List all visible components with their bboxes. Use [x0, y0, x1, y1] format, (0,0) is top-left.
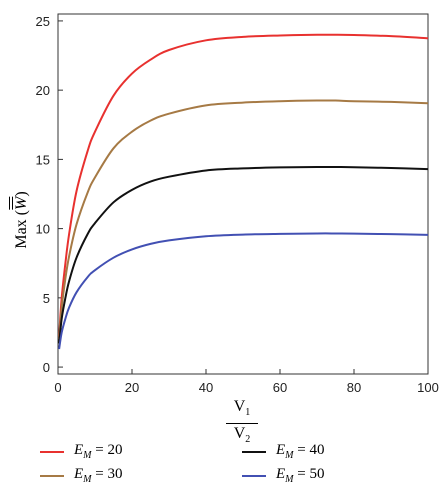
x-axis-label: V1 V2	[222, 398, 262, 449]
y-tick-label: 20	[36, 83, 50, 98]
series-line-em-40	[58, 165, 429, 344]
x-tick-label: 40	[199, 380, 213, 395]
x-axis-label-denominator: V2	[233, 425, 251, 446]
legend: EM = 20 EM = 30 EM = 40 EM = 50	[20, 436, 440, 492]
legend-item: EM = 40	[242, 442, 324, 461]
x-tick-label: 0	[54, 380, 61, 395]
fraction-bar	[226, 423, 258, 425]
y-tick-label: 15	[36, 152, 50, 167]
legend-swatch	[242, 474, 266, 477]
legend-swatch	[40, 450, 64, 453]
x-tick-label: 80	[347, 380, 361, 395]
y-axis-label-symbol: W	[13, 196, 30, 210]
axis-ticks: 0 20 40 60 80 100 0 5 10 15 20 25	[36, 14, 439, 395]
y-axis-label-prefix: Max (	[13, 210, 30, 249]
y-tick-label: 10	[36, 222, 50, 237]
y-tick-label: 0	[43, 360, 50, 375]
legend-item: EM = 30	[40, 466, 122, 485]
x-tick-label: 20	[125, 380, 139, 395]
series-lines	[58, 33, 429, 350]
y-axis-label: Max (W)	[2, 150, 42, 290]
y-tick-label: 25	[36, 14, 50, 29]
series-line-em-30	[58, 99, 429, 340]
legend-item: EM = 50	[242, 466, 324, 485]
x-tick-label: 100	[417, 380, 439, 395]
legend-item: EM = 20	[40, 442, 122, 461]
legend-swatch	[40, 474, 64, 477]
series-line-em-20	[58, 33, 429, 337]
x-axis-label-numerator: V1	[233, 398, 251, 419]
series-line-em-50	[58, 232, 429, 350]
x-tick-label: 60	[273, 380, 287, 395]
legend-swatch	[242, 450, 266, 453]
plot-frame	[57, 13, 429, 375]
y-tick-label: 5	[43, 291, 50, 306]
